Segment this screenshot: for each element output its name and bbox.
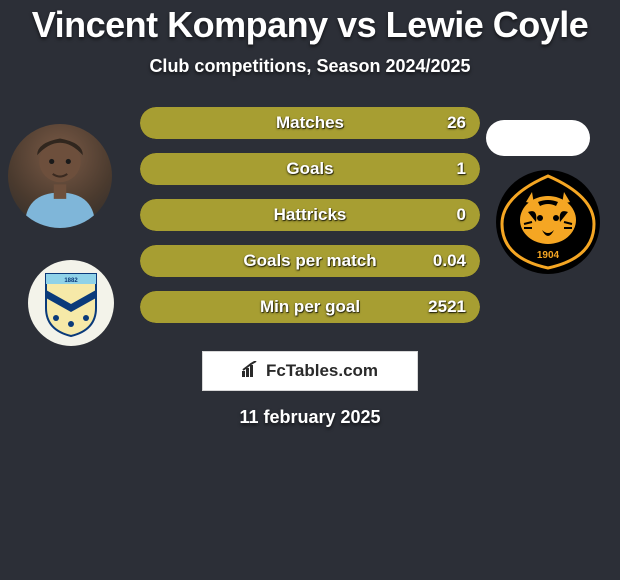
page-title: Vincent Kompany vs Lewie Coyle — [0, 4, 620, 46]
left-crest-year: 1882 — [64, 278, 78, 284]
stat-label: Goals — [140, 153, 480, 185]
subtitle: Club competitions, Season 2024/2025 — [0, 56, 620, 77]
stat-value: 26 — [447, 107, 466, 139]
stat-label: Goals per match — [140, 245, 480, 277]
player-avatar — [8, 124, 112, 228]
date-text: 11 february 2025 — [0, 407, 620, 428]
stat-row: Matches26 — [140, 107, 480, 139]
chart-icon — [242, 361, 262, 382]
stat-value: 2521 — [428, 291, 466, 323]
right-crest-year: 1904 — [537, 250, 560, 261]
stat-row: Goals1 — [140, 153, 480, 185]
stat-row: Hattricks0 — [140, 199, 480, 231]
brand-badge: FcTables.com — [202, 351, 418, 391]
stat-value: 1 — [457, 153, 466, 185]
left-club-crest: 1882 — [28, 260, 114, 346]
stat-label: Matches — [140, 107, 480, 139]
right-flag — [486, 120, 590, 156]
stat-value: 0 — [457, 199, 466, 231]
brand-name: FcTables.com — [266, 361, 378, 381]
stat-row: Min per goal2521 — [140, 291, 480, 323]
stat-label: Hattricks — [140, 199, 480, 231]
right-club-crest: 1904 — [496, 170, 600, 274]
stat-bars: Matches26 Goals1 Hattricks0 Goals per match… — [140, 107, 480, 323]
stat-row: Goals per match0.04 — [140, 245, 480, 277]
stat-value: 0.04 — [433, 245, 466, 277]
